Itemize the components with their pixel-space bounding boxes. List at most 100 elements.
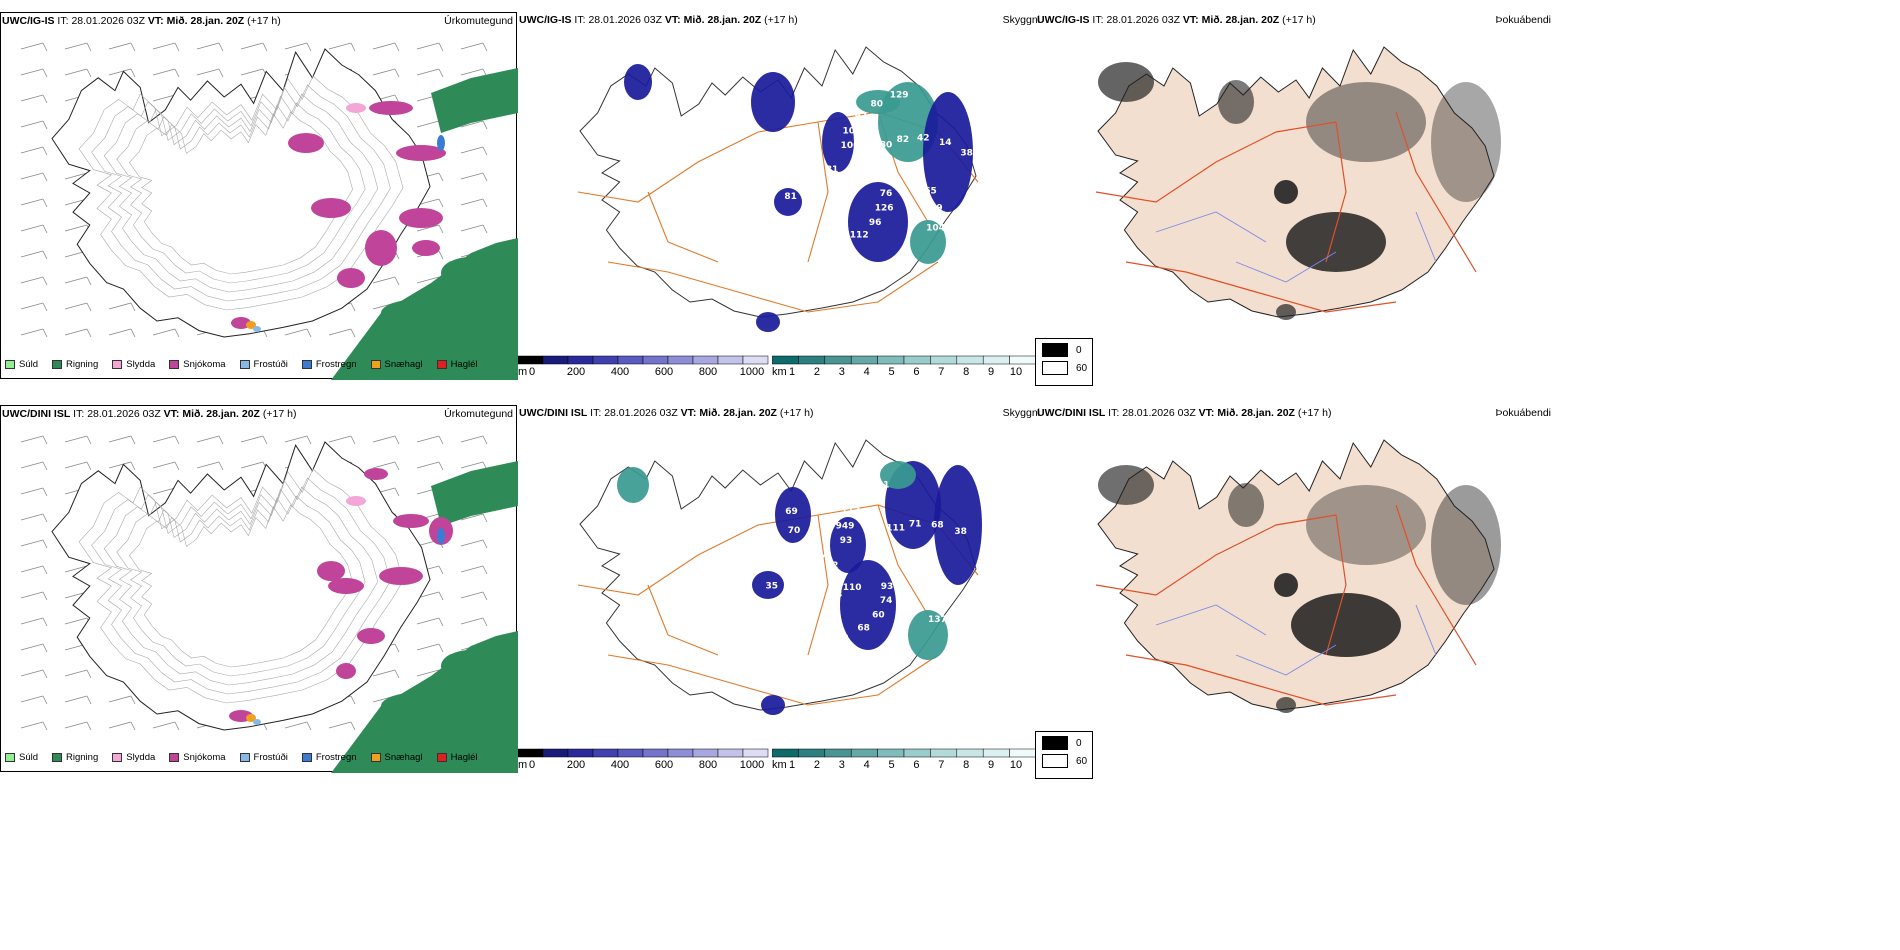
barb-staff: [64, 435, 88, 443]
iceland-outline: [51, 48, 431, 338]
barb-staff: [64, 695, 88, 703]
fog-area: [1431, 82, 1501, 202]
wind-barb: [240, 435, 268, 445]
barb-staff: [416, 669, 440, 677]
colorbar-segment: [592, 748, 619, 758]
river-line: [1235, 251, 1337, 283]
colorbar-tick-km: 6: [913, 759, 920, 771]
barb-staff: [460, 120, 484, 128]
low-visibility-area: [880, 461, 916, 489]
wind-barb: [108, 328, 136, 338]
visibility-value-label: 104: [926, 223, 945, 233]
barb-flag: [482, 224, 488, 234]
visibility-map-bottom: 1185941713793746068631105378813572107193…: [577, 439, 982, 715]
fog-legend-row-0: 0: [1042, 343, 1082, 357]
wind-barb: [460, 617, 488, 627]
barb-flag: [394, 487, 400, 497]
colorbar-segment: [617, 748, 644, 758]
visibility-panel-top: 89 74 65 99 104 76 126 96 112 47 22 37 67 81 60 81 76 103…: [518, 12, 1040, 379]
colorbar-segment: [798, 748, 826, 758]
snow-patch: [369, 101, 413, 115]
barb-staff: [240, 42, 264, 50]
visibility-value-label: 88: [793, 126, 806, 136]
wind-barb: [64, 461, 92, 471]
visibility-value-label: 94: [925, 579, 938, 589]
barb-staff: [196, 461, 220, 469]
barb-flag: [130, 721, 136, 731]
legend-swatch: [112, 752, 123, 762]
barb-staff: [240, 461, 264, 469]
visibility-value-label: 93: [840, 536, 853, 546]
barb-flag: [394, 461, 400, 471]
colorbar-segment: [717, 748, 744, 758]
snow-patch: [311, 198, 351, 218]
legend-item-sudd: Súld: [5, 359, 38, 370]
wind-barb: [284, 721, 312, 731]
visibility-value-label: 65: [874, 532, 887, 542]
visibility-value-label: 110: [843, 583, 862, 593]
wind-barb: [20, 721, 48, 731]
barb-staff: [108, 695, 132, 703]
barb-staff: [108, 328, 132, 336]
road-line: [1395, 504, 1477, 666]
wind-barb: [20, 68, 48, 78]
colorbar-m-svg: [518, 748, 769, 758]
barb-flag: [130, 695, 136, 705]
visibility-value-label: 74: [880, 596, 893, 606]
colorbar-segment: [877, 748, 905, 758]
barb-flag: [306, 328, 312, 338]
fog-area: [1306, 485, 1426, 565]
precip-panel-bottom: UWC/DINI ISL IT: 28.01.2026 03Z VT: Mið.…: [0, 405, 518, 773]
colorbar-tick-m: 200: [566, 759, 586, 771]
legend-swatch: [239, 359, 250, 369]
legend-swatch: [112, 359, 123, 369]
colorbar-tick-m: 200: [566, 366, 586, 378]
terrain-contour: [78, 468, 404, 704]
colorbar-segment: [742, 355, 769, 365]
barb-staff: [152, 461, 176, 469]
river-line: [1155, 211, 1267, 243]
fog-area: [1276, 304, 1296, 320]
barb-staff: [416, 224, 440, 232]
barb-flag: [394, 435, 400, 445]
colorbar-segment: [692, 748, 719, 758]
barb-flag: [174, 461, 180, 471]
colorbar-tick-km: 2: [813, 366, 820, 378]
barb-flag: [130, 302, 136, 312]
barb-flag: [42, 224, 48, 234]
colorbar-tick-m: 400: [610, 759, 630, 771]
fog-legend-bottom: 0 60: [1035, 731, 1093, 779]
barb-flag: [218, 42, 224, 52]
barb-staff: [20, 42, 44, 50]
rain-area: [431, 461, 518, 526]
barb-flag: [394, 68, 400, 78]
barb-staff: [20, 302, 44, 310]
visibility-value-label: 89: [794, 107, 807, 117]
precip-title-bottom: UWC/DINI ISL IT: 28.01.2026 03Z VT: Mið.…: [2, 408, 297, 420]
colorbar-segment: [956, 355, 984, 365]
barb-staff: [284, 42, 308, 50]
barb-flag: [42, 302, 48, 312]
fog-legend-swatch: [1042, 343, 1068, 357]
legend-item-haglel: Haglél: [436, 359, 478, 370]
visibility-value-label: 71: [909, 519, 922, 529]
barb-flag: [394, 276, 400, 286]
road-line: [807, 121, 829, 263]
snow-patch: [328, 578, 364, 594]
visibility-value-label: 76: [811, 157, 824, 167]
colorbar-tick-km: 3: [838, 759, 845, 771]
barb-staff: [284, 721, 308, 729]
colorbar-tick-km: 5: [888, 366, 895, 378]
wind-barb: [64, 276, 92, 286]
visibility-value-label: 103: [796, 143, 815, 153]
low-visibility-area: [840, 560, 896, 650]
colorbar-tick-m: 1000: [739, 366, 765, 378]
barb-staff: [20, 617, 44, 625]
terrain-contour: [129, 504, 353, 668]
terrain-contour: [91, 84, 391, 302]
snow-pellet-patch: [246, 321, 256, 329]
barb-staff: [460, 591, 484, 599]
river-line: [1235, 644, 1337, 676]
colorbar-km-unit: km: [772, 759, 787, 771]
legend-swatch: [5, 752, 15, 762]
